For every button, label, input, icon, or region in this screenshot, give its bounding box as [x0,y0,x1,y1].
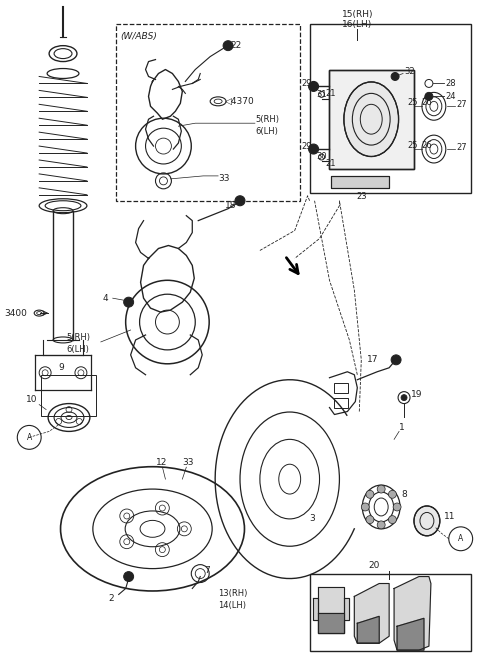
Polygon shape [357,616,379,644]
Bar [332,176,389,188]
Text: 16(LH): 16(LH) [342,20,372,29]
Text: 26: 26 [421,141,432,150]
Text: ◁4370: ◁4370 [225,97,255,106]
Text: 11: 11 [444,512,456,521]
Text: 1: 1 [399,423,405,432]
Text: 33: 33 [218,174,229,183]
Bar [116,24,300,201]
Text: 8: 8 [401,490,407,498]
Circle shape [361,503,369,511]
Circle shape [391,73,399,81]
Text: 15(RH): 15(RH) [342,11,373,19]
Polygon shape [318,587,344,633]
Polygon shape [394,577,431,650]
Circle shape [366,490,374,498]
Circle shape [377,485,385,493]
Circle shape [124,297,133,307]
Text: 33: 33 [182,458,194,467]
Circle shape [388,515,396,523]
Text: (W/ABS): (W/ABS) [120,32,157,41]
Text: 26: 26 [421,98,432,107]
Circle shape [223,41,233,51]
Bar [310,24,471,193]
Bar [41,375,96,416]
Text: 27: 27 [457,100,468,109]
Circle shape [393,503,401,511]
Text: 29: 29 [301,79,312,88]
Circle shape [388,490,396,498]
Text: 23: 23 [356,192,367,201]
Ellipse shape [414,506,440,536]
Polygon shape [344,599,349,620]
Circle shape [425,92,433,100]
Bar [329,69,414,169]
Text: 25: 25 [407,141,418,150]
Text: 25: 25 [407,98,418,107]
Bar [310,574,471,651]
Bar [335,383,348,393]
Polygon shape [397,618,424,650]
Text: 13(RH): 13(RH) [218,589,248,598]
Text: 18: 18 [225,201,237,211]
Circle shape [377,521,385,529]
Text: 29: 29 [301,142,312,150]
Text: 21: 21 [325,160,336,168]
Ellipse shape [344,82,398,156]
Text: 9: 9 [58,363,64,372]
Text: A: A [458,535,463,543]
Text: 14(LH): 14(LH) [218,601,246,610]
Text: 32: 32 [404,67,415,76]
Text: 12: 12 [156,458,167,467]
Bar [332,176,389,188]
Text: 31: 31 [316,90,327,99]
Text: 27: 27 [457,143,468,152]
Polygon shape [318,613,344,633]
Text: 28: 28 [446,79,456,88]
Text: 21: 21 [325,89,336,98]
Circle shape [401,395,407,401]
Polygon shape [354,583,389,644]
Text: 7: 7 [204,566,210,575]
Text: 30: 30 [316,152,327,160]
Text: A: A [26,433,32,442]
Text: 6(LH): 6(LH) [255,127,278,136]
Text: 5(RH): 5(RH) [66,333,90,343]
Text: 10: 10 [26,395,38,404]
Text: 6(LH): 6(LH) [66,345,89,354]
Text: 24: 24 [446,92,456,101]
Text: 20: 20 [369,561,380,570]
Circle shape [309,81,319,91]
Circle shape [309,144,319,154]
Text: 5(RH): 5(RH) [255,115,279,123]
Text: 3400: 3400 [4,309,27,317]
Circle shape [124,572,133,581]
Text: 3: 3 [310,514,315,523]
Text: 4: 4 [103,294,108,303]
Text: 17: 17 [367,355,379,364]
Circle shape [235,196,245,206]
Text: 22: 22 [230,41,241,50]
Polygon shape [312,599,318,620]
Text: 2: 2 [109,594,114,603]
Text: 19: 19 [411,390,422,399]
Circle shape [391,355,401,365]
Circle shape [366,515,374,523]
Bar [335,397,348,407]
Bar [329,69,414,169]
